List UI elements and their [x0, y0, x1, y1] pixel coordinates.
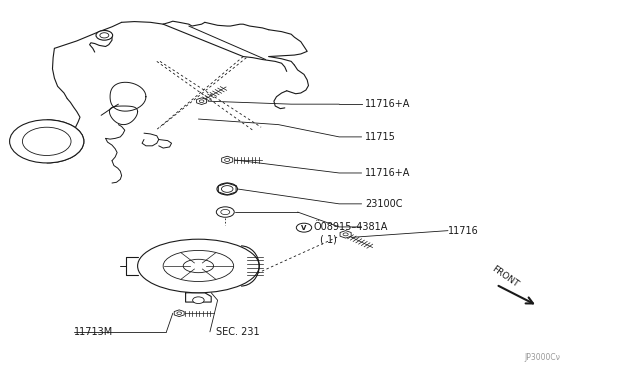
Polygon shape — [221, 156, 233, 164]
Text: 11716+A: 11716+A — [365, 99, 410, 109]
Circle shape — [343, 233, 348, 236]
Ellipse shape — [138, 239, 259, 293]
Circle shape — [221, 186, 233, 192]
Text: 11716: 11716 — [448, 226, 479, 235]
Circle shape — [96, 31, 113, 40]
Ellipse shape — [183, 259, 214, 273]
Polygon shape — [340, 231, 351, 238]
Circle shape — [216, 207, 234, 217]
Circle shape — [296, 223, 312, 232]
Circle shape — [10, 120, 84, 163]
Circle shape — [22, 127, 71, 155]
Text: V: V — [301, 225, 307, 231]
Text: Ö08915–4381A: Ö08915–4381A — [314, 222, 388, 232]
Circle shape — [177, 312, 182, 315]
Ellipse shape — [163, 250, 234, 282]
Polygon shape — [174, 310, 184, 317]
Text: FRONT: FRONT — [490, 265, 520, 289]
Text: ( 1): ( 1) — [320, 235, 337, 245]
Text: SEC. 231: SEC. 231 — [216, 327, 260, 337]
Circle shape — [193, 297, 204, 304]
Text: 11715: 11715 — [365, 132, 396, 142]
Circle shape — [100, 33, 109, 38]
Circle shape — [217, 183, 237, 195]
Text: 11713M: 11713M — [74, 327, 113, 337]
Circle shape — [225, 158, 230, 161]
Text: 23100C: 23100C — [365, 199, 403, 209]
Text: JP3000Cν: JP3000Cν — [525, 353, 561, 362]
Circle shape — [221, 209, 230, 215]
Circle shape — [199, 100, 204, 103]
Text: 11716+A: 11716+A — [365, 168, 410, 178]
Polygon shape — [196, 98, 207, 105]
